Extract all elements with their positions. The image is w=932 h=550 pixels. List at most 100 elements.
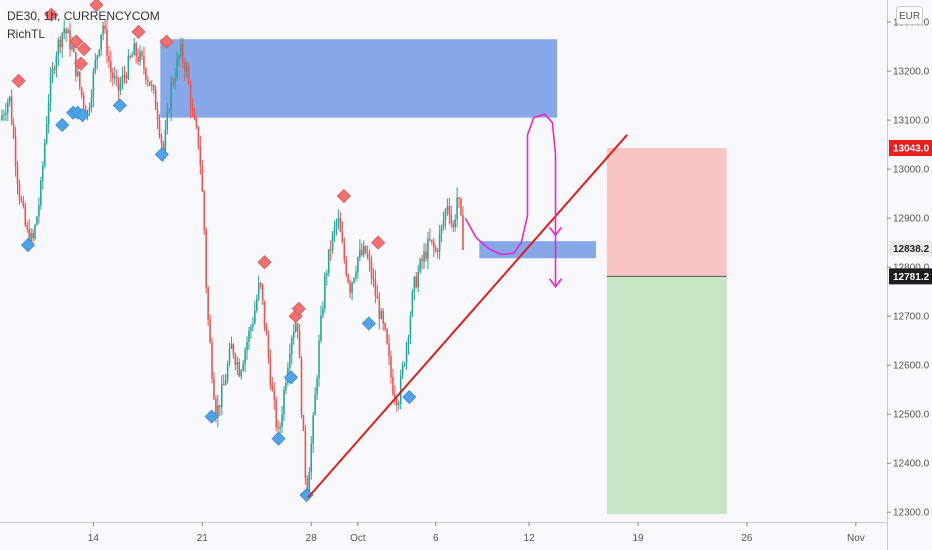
candle-body bbox=[139, 51, 141, 62]
candle-body bbox=[10, 96, 13, 124]
x-tick-label: Nov bbox=[847, 533, 865, 544]
y-tick-label: 12900.0 bbox=[893, 214, 930, 225]
candle-layer bbox=[1, 19, 464, 497]
y-tick-label: 12600.0 bbox=[893, 361, 930, 372]
price-badges: 13043.0 12838.2 12781.2 bbox=[889, 140, 932, 285]
zone-layer bbox=[160, 39, 727, 515]
trough-marker bbox=[271, 431, 286, 446]
candle-body bbox=[434, 247, 437, 252]
candle-body bbox=[180, 44, 182, 56]
y-tick-label: 12500.0 bbox=[893, 410, 930, 421]
candle-body bbox=[18, 184, 21, 199]
candle-body bbox=[112, 72, 114, 79]
candle-body bbox=[318, 340, 320, 379]
trough-marker bbox=[402, 389, 417, 405]
candle-body bbox=[347, 274, 349, 283]
candle-body bbox=[325, 273, 328, 276]
candle-body bbox=[401, 364, 404, 376]
candle-body bbox=[224, 380, 227, 385]
candle-body bbox=[359, 249, 361, 258]
candle-body bbox=[65, 28, 67, 34]
candle-body bbox=[423, 251, 425, 262]
candle-body bbox=[189, 84, 192, 109]
candle-body bbox=[36, 216, 38, 226]
candle-body bbox=[372, 278, 375, 280]
candle-body bbox=[403, 363, 406, 365]
y-tick-label: 12700.0 bbox=[893, 312, 930, 323]
candle-body bbox=[129, 56, 132, 58]
candle-body bbox=[421, 259, 423, 262]
candle-body bbox=[246, 341, 248, 351]
candle-body bbox=[411, 291, 414, 316]
candle-body bbox=[366, 252, 369, 258]
candle-body bbox=[384, 323, 386, 330]
peak-marker bbox=[69, 34, 84, 49]
candle-body bbox=[454, 219, 456, 228]
candle-body bbox=[117, 77, 120, 91]
candle-body bbox=[265, 326, 268, 336]
candle-body bbox=[261, 284, 264, 301]
marker-layer bbox=[11, 0, 417, 503]
peak-marker bbox=[257, 255, 272, 270]
candle-body bbox=[82, 94, 85, 107]
candle-body bbox=[133, 43, 136, 55]
candle-body bbox=[310, 443, 313, 473]
candle-body bbox=[250, 327, 252, 331]
x-tick-label: 28 bbox=[306, 533, 318, 544]
candle-body bbox=[298, 331, 301, 359]
reward-zone bbox=[606, 276, 727, 515]
y-tick-label: 13000.0 bbox=[893, 165, 930, 176]
candle-body bbox=[392, 377, 394, 395]
candle-body bbox=[77, 71, 79, 76]
projection-arrowhead-mid bbox=[548, 226, 563, 237]
currency-button-frame[interactable] bbox=[896, 6, 923, 25]
candle-body bbox=[152, 85, 155, 90]
trough-marker bbox=[55, 117, 70, 133]
candle-body bbox=[106, 29, 108, 57]
x-tick-label: 26 bbox=[741, 533, 753, 544]
candle-body bbox=[220, 384, 223, 408]
candle-body bbox=[5, 112, 7, 115]
candle-body bbox=[131, 54, 134, 57]
candle-body bbox=[450, 214, 453, 224]
candle-body bbox=[197, 126, 200, 147]
candle-body bbox=[283, 389, 285, 415]
candle-body bbox=[438, 233, 441, 252]
candle-body bbox=[113, 76, 116, 79]
candle-body bbox=[199, 146, 202, 166]
candle-body bbox=[43, 143, 46, 166]
candle-body bbox=[207, 287, 209, 320]
candle-body bbox=[345, 259, 348, 275]
candle-body bbox=[279, 426, 281, 429]
candle-body bbox=[22, 200, 25, 207]
candle-body bbox=[374, 279, 377, 296]
candle-body bbox=[57, 39, 60, 56]
candle-body bbox=[361, 249, 363, 255]
support-zone bbox=[479, 241, 597, 259]
candle-body bbox=[306, 478, 309, 492]
candle-body bbox=[388, 343, 390, 357]
candle-body bbox=[28, 228, 30, 245]
candle-body bbox=[289, 354, 291, 368]
candle-body bbox=[123, 75, 126, 77]
candle-body bbox=[248, 330, 250, 342]
candle-body bbox=[300, 358, 303, 415]
candle-body bbox=[178, 55, 180, 59]
risk-zone bbox=[606, 148, 727, 277]
trendline bbox=[307, 134, 628, 499]
candle-body bbox=[100, 34, 102, 50]
overlay-layer bbox=[307, 113, 628, 499]
peak-marker bbox=[73, 56, 88, 71]
candle-body bbox=[80, 87, 83, 95]
candle-body bbox=[88, 107, 91, 111]
candle-body bbox=[185, 66, 188, 72]
candle-body bbox=[331, 233, 334, 251]
candle-body bbox=[71, 45, 73, 50]
currency-button[interactable]: EUR bbox=[896, 6, 923, 25]
x-axis-ticks: 14 21 28 Oct 6 12 19 26 Nov bbox=[88, 522, 865, 544]
candle-body bbox=[205, 229, 207, 288]
candle-body bbox=[30, 233, 32, 245]
candle-body bbox=[183, 61, 186, 72]
candle-body bbox=[378, 298, 381, 320]
